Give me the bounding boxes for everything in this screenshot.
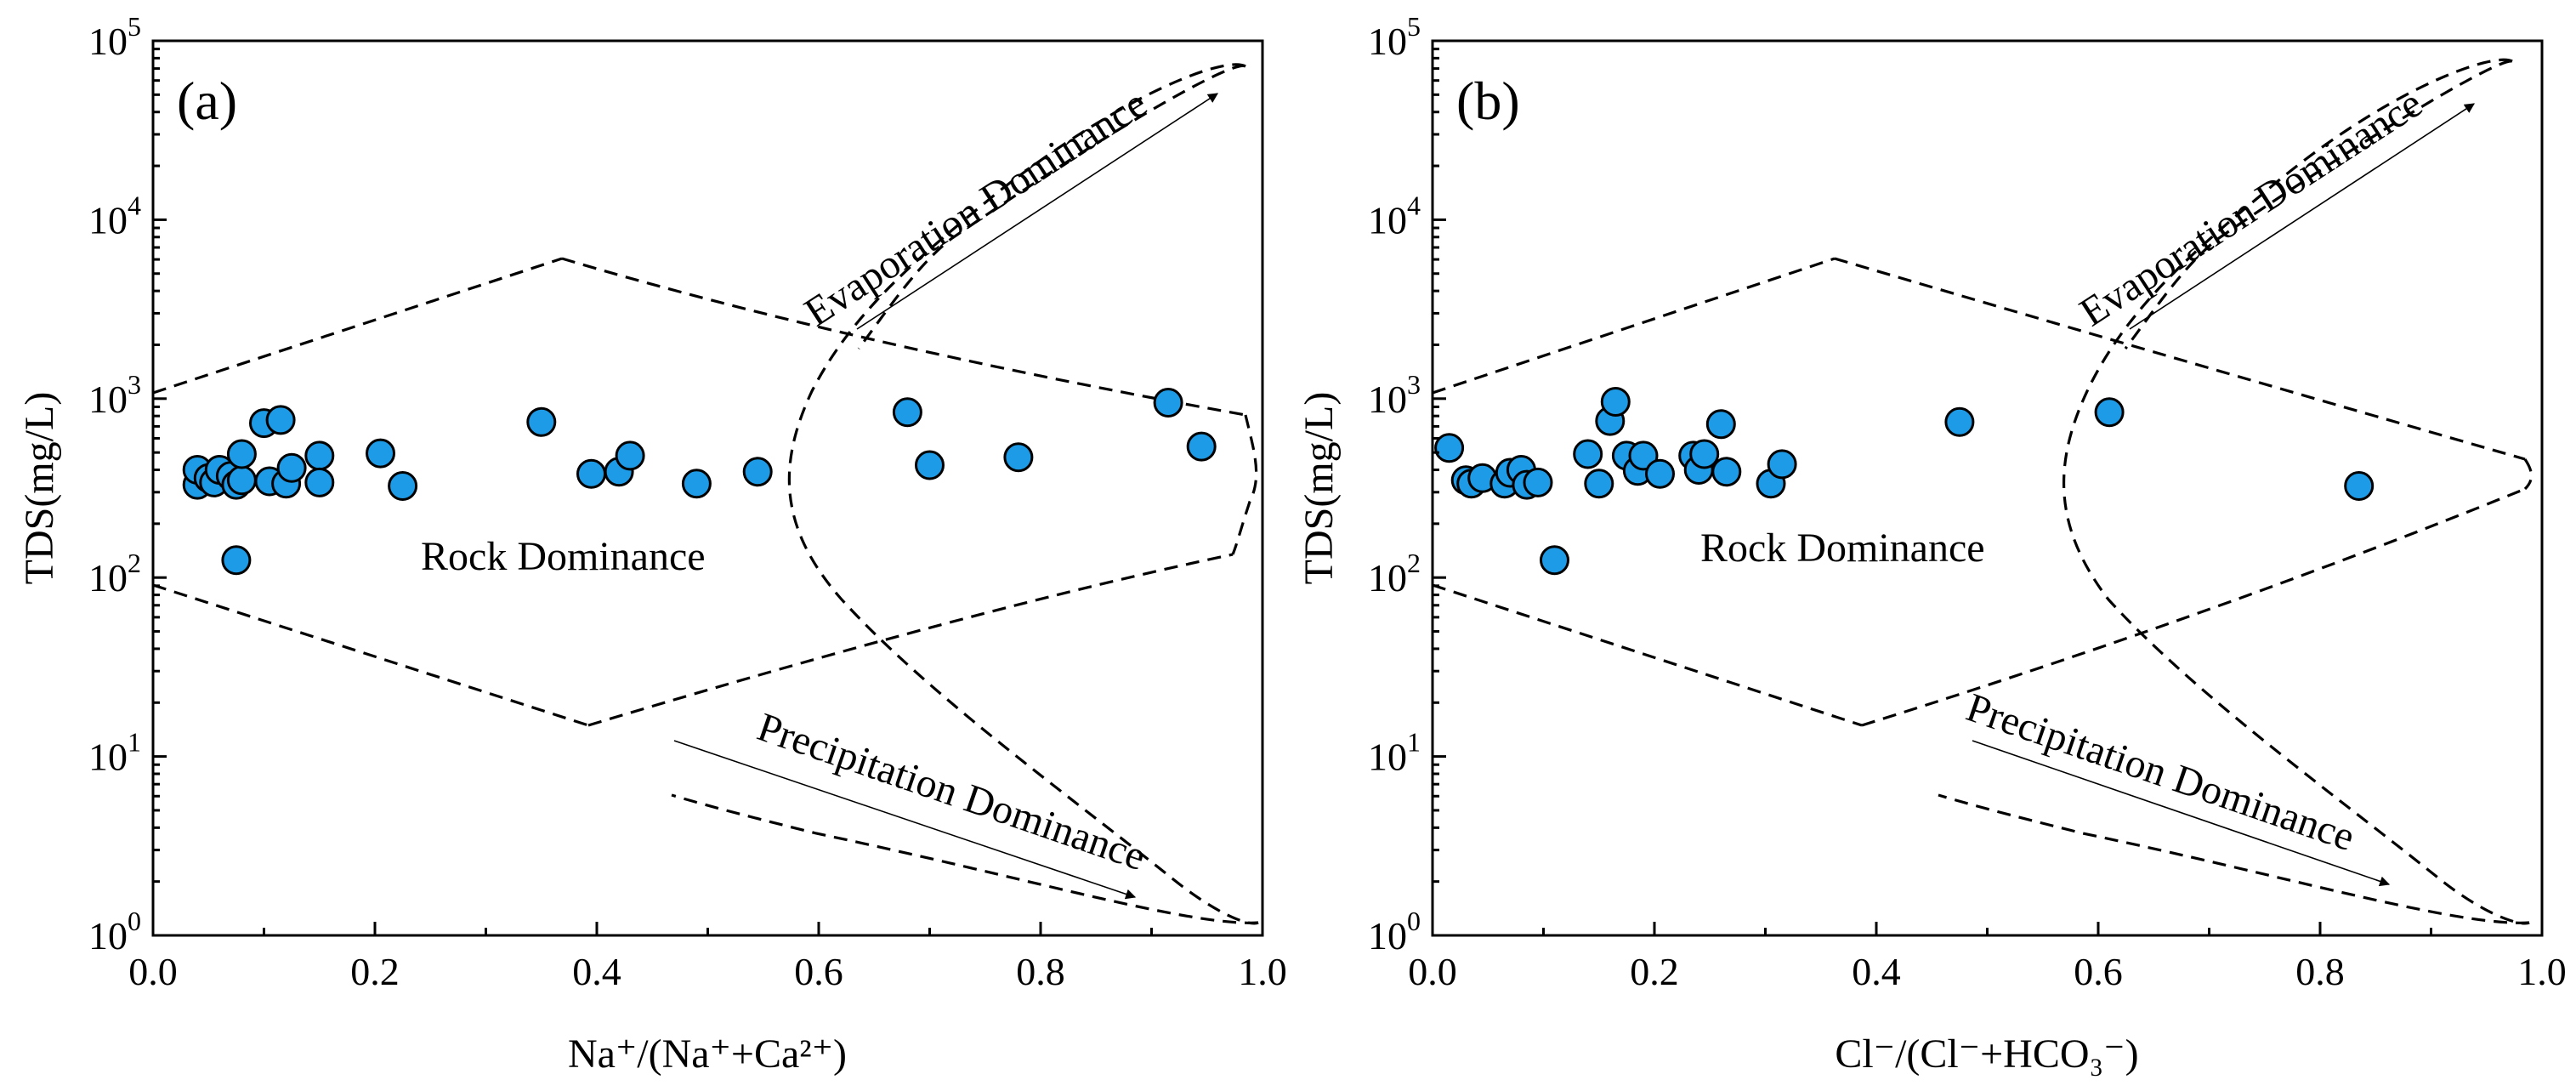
x-tick-label: 1.0 — [1238, 950, 1287, 993]
data-point — [276, 452, 307, 483]
data-point — [265, 405, 296, 435]
envelope-upper-right-boundary — [1834, 257, 2526, 461]
envelope-evaporation-lobe — [2063, 58, 2530, 925]
panel-b-points — [1434, 387, 2375, 576]
data-point — [304, 467, 335, 497]
envelope-lower-right-boundary — [587, 553, 1234, 727]
x-tick-label: 0.2 — [1630, 950, 1679, 993]
envelope-evaporation-outer — [857, 64, 1246, 349]
data-point — [1584, 469, 1614, 499]
envelope-rock-right-curve — [2523, 458, 2533, 491]
precipitation-dominance-label: Precipitation Dominance — [1960, 685, 2360, 860]
data-point — [1434, 433, 1465, 463]
envelope-lower-left-boundary — [152, 583, 589, 727]
data-point — [2344, 471, 2375, 501]
data-point — [1944, 406, 1975, 437]
precipitation-trend-arrow — [673, 740, 1137, 900]
panel-a-y-axis-label: TDS(mg/L) — [17, 392, 62, 585]
data-point — [1711, 457, 1742, 487]
envelope-evaporation-lobe — [787, 63, 1259, 925]
y-tick-label: 103 — [1368, 369, 1421, 421]
x-tick-label: 0.0 — [1408, 950, 1457, 993]
rock-dominance-label: Rock Dominance — [421, 534, 706, 579]
x-tick-label: 0.0 — [128, 950, 178, 993]
data-point — [915, 450, 945, 480]
data-point — [1767, 449, 1797, 480]
precipitation-trend-arrow — [1972, 740, 2391, 887]
y-tick-label: 105 — [88, 11, 141, 63]
gibbs-envelope-lines — [152, 63, 1259, 925]
y-tick-label: 104 — [1368, 190, 1421, 241]
data-point — [526, 406, 557, 437]
rock-dominance-label: Rock Dominance — [1700, 526, 1985, 571]
x-tick-label: 0.4 — [572, 950, 621, 993]
data-point — [681, 469, 712, 499]
envelope-precipitation-lower — [671, 793, 1259, 924]
precipitation-dominance-label: Precipitation Dominance — [752, 704, 1151, 879]
data-point — [576, 458, 606, 489]
x-tick-label: 0.8 — [1016, 950, 1065, 993]
panel-b-label: (b) — [1456, 71, 1520, 131]
data-point — [304, 440, 335, 471]
evaporation-dominance-label: Evaporation Dominance — [797, 81, 1155, 335]
evaporation-trend-arrow — [2129, 103, 2476, 330]
envelope-upper-left-boundary — [152, 257, 563, 395]
data-point — [2094, 397, 2125, 428]
data-point — [221, 545, 252, 576]
y-tick-label: 101 — [88, 727, 141, 779]
evaporation-trend-arrow — [856, 93, 1219, 330]
envelope-evaporation-outer — [2124, 60, 2513, 349]
y-tick-label: 105 — [1368, 11, 1421, 63]
data-point — [1153, 388, 1183, 418]
envelope-lower-right-boundary — [1861, 487, 2526, 727]
data-point — [388, 471, 418, 501]
x-tick-label: 0.6 — [794, 950, 843, 993]
y-tick-label: 102 — [88, 548, 141, 599]
data-point — [742, 457, 773, 487]
y-tick-label: 103 — [88, 369, 141, 421]
data-point — [1540, 545, 1569, 576]
x-tick-label: 1.0 — [2517, 950, 2567, 993]
data-point — [1600, 387, 1631, 417]
data-point — [892, 397, 922, 428]
panel-a-label: (a) — [177, 71, 237, 131]
gibbs-envelope-lines — [1432, 58, 2533, 925]
envelope-upper-right-boundary — [561, 257, 1246, 417]
envelope-upper-left-boundary — [1432, 257, 1836, 395]
data-point — [1003, 442, 1034, 473]
envelope-lower-left-boundary — [1432, 583, 1863, 727]
data-point — [1628, 440, 1659, 471]
x-tick-label: 0.6 — [2074, 950, 2123, 993]
panel-b-y-axis-label: TDS(mg/L) — [1297, 392, 1342, 585]
data-point — [366, 438, 395, 469]
y-tick-label: 102 — [1368, 548, 1421, 599]
panel-a-points — [182, 388, 1217, 576]
data-point — [1523, 467, 1553, 497]
data-point — [1573, 439, 1603, 469]
data-point — [1705, 409, 1736, 440]
panel-a-x-axis-label: Na⁺/(Na⁺+Ca²⁺) — [568, 1031, 847, 1077]
x-tick-label: 0.8 — [2295, 950, 2345, 993]
data-point — [1645, 458, 1675, 489]
data-point — [226, 439, 257, 469]
data-point — [1689, 439, 1720, 469]
x-tick-label: 0.2 — [350, 950, 400, 993]
x-tick-label: 0.4 — [1852, 950, 1901, 993]
y-tick-label: 104 — [88, 190, 141, 241]
data-point — [615, 440, 645, 471]
data-point — [1186, 431, 1217, 462]
evaporation-dominance-label: Evaporation Dominance — [2072, 81, 2430, 335]
envelope-rock-right-curve — [1231, 414, 1258, 555]
y-tick-label: 101 — [1368, 727, 1421, 779]
panel-b-x-axis-label: Cl⁻/(Cl⁻+HCO₃⁻) — [1835, 1031, 2138, 1077]
envelope-precipitation-lower — [1938, 793, 2530, 924]
data-point — [226, 465, 257, 496]
